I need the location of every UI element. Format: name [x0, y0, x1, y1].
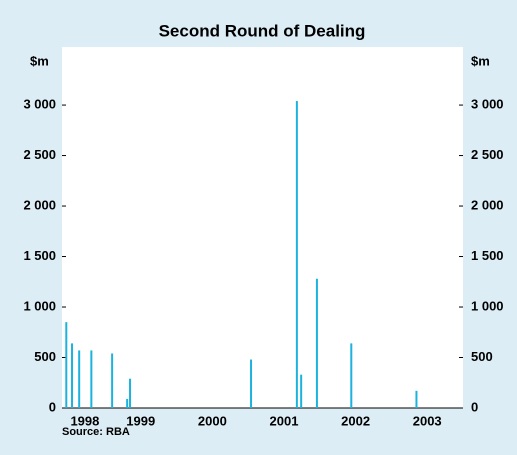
source: Source: RBA [62, 426, 130, 438]
y-tick-label-right: 2 500 [471, 147, 504, 162]
y-tick-label-right: 0 [471, 399, 478, 414]
bar [250, 359, 253, 408]
x-tick-label: 2001 [270, 413, 299, 428]
y-unit: $m [30, 53, 49, 68]
chart-title: Second Round of Dealing [159, 21, 366, 40]
x-tick-label: 2003 [413, 413, 442, 428]
y-tick-label: 2 500 [23, 147, 56, 162]
x-tick-label: 2000 [198, 413, 227, 428]
x-tick-label: 1999 [126, 413, 155, 428]
y-tick-label-right: 1 000 [471, 298, 504, 313]
y-tick-label-right: 3 000 [471, 97, 504, 112]
y-tick-label-right: 1 500 [471, 248, 504, 263]
bar [300, 374, 303, 408]
bar [129, 378, 132, 408]
bar [65, 322, 68, 408]
y-tick-label: 0 [49, 399, 56, 414]
y-tick-label: 3 000 [23, 97, 56, 112]
bar [295, 101, 298, 408]
y-unit-right: $m [471, 53, 490, 68]
bar [90, 350, 93, 408]
bar [126, 398, 129, 408]
x-tick-label: 2002 [341, 413, 370, 428]
bar [350, 343, 353, 408]
x-tick-label: 1998 [70, 413, 99, 428]
bar [71, 343, 74, 408]
y-tick-label-right: 2 000 [471, 197, 504, 212]
y-tick-label: 1 500 [23, 248, 56, 263]
y-tick-label: 500 [34, 349, 56, 364]
y-tick-label-right: 500 [471, 349, 493, 364]
plot-area [62, 47, 463, 408]
y-tick-label: 1 000 [23, 298, 56, 313]
bar [415, 390, 418, 408]
bar [78, 350, 81, 408]
y-tick-label: 2 000 [23, 197, 56, 212]
bar [111, 353, 114, 408]
bar [315, 278, 318, 408]
